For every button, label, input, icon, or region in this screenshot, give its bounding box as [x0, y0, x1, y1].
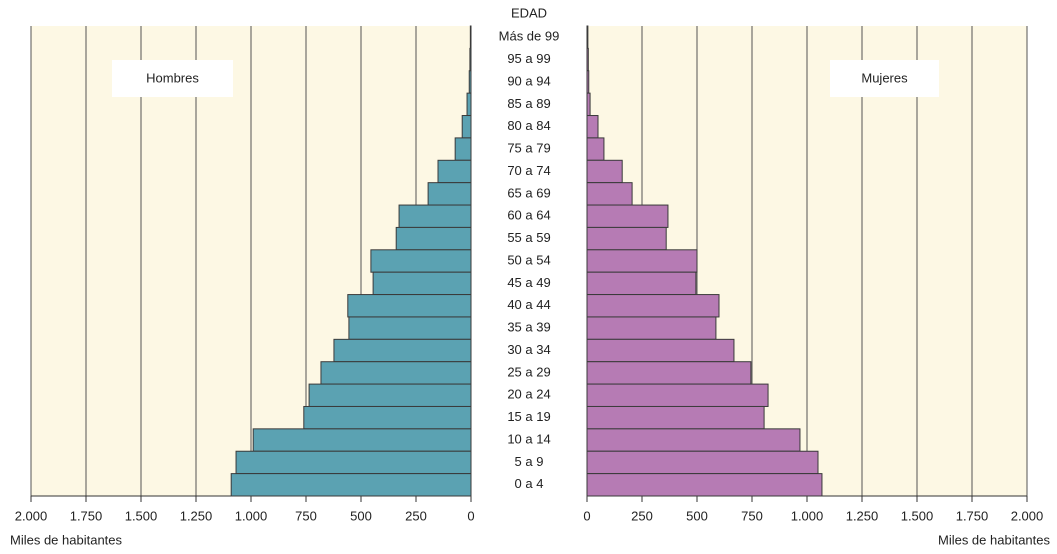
y-tick-label: 40 a 44	[507, 297, 550, 312]
bar	[586, 25, 589, 49]
y-tick-label: 0 a 4	[515, 476, 544, 491]
y-tick-label: 80 a 84	[507, 118, 550, 133]
y-tick-label: 30 a 34	[507, 342, 550, 357]
bar	[586, 316, 717, 340]
y-tick-label: 20 a 24	[507, 387, 550, 402]
x-tick-label: 1.500	[901, 508, 934, 523]
y-tick-label: 25 a 29	[507, 364, 550, 379]
y-tick-label: 90 a 94	[507, 73, 550, 88]
y-tick-label: Más de 99	[499, 29, 560, 44]
bar	[586, 115, 599, 139]
bar	[469, 25, 472, 49]
bar	[586, 47, 589, 72]
bar	[235, 450, 472, 475]
bar	[586, 450, 819, 475]
bar	[586, 294, 720, 318]
x-tick-label: 250	[405, 508, 427, 523]
y-tick-label: 65 a 69	[507, 185, 550, 200]
x-tick-label: 500	[686, 508, 708, 523]
x-tick-label: 250	[631, 508, 653, 523]
bar	[320, 361, 472, 385]
x-tick-label: 1.000	[791, 508, 824, 523]
y-tick-label: 5 a 9	[515, 454, 544, 469]
y-tick-label: 15 a 19	[507, 409, 550, 424]
x-tick-label: 1.000	[235, 508, 268, 523]
bar	[586, 137, 605, 161]
x-tick-label: 1.250	[846, 508, 879, 523]
bar	[437, 159, 472, 184]
y-tick-label: 95 a 99	[507, 51, 550, 66]
bar	[586, 226, 667, 251]
bar	[427, 182, 472, 206]
bar	[586, 428, 801, 452]
bar	[586, 338, 735, 363]
bar	[586, 204, 669, 228]
bar	[461, 115, 472, 139]
bar	[586, 92, 591, 117]
legend-label: Mujeres	[861, 70, 908, 85]
bar	[586, 271, 697, 296]
legend-box	[112, 60, 233, 97]
bar	[454, 137, 472, 161]
bar	[230, 473, 472, 497]
x-tick-label: 1.750	[956, 508, 989, 523]
y-tick-label: 85 a 89	[507, 96, 550, 111]
bar	[395, 226, 472, 251]
bar	[347, 294, 472, 318]
bar	[466, 92, 472, 117]
x-tick-label: 750	[741, 508, 763, 523]
bar	[586, 159, 623, 184]
bar	[370, 249, 472, 273]
bar	[398, 204, 472, 228]
bar	[586, 383, 769, 407]
bar	[303, 405, 472, 430]
bar	[586, 405, 765, 430]
bar	[348, 316, 472, 340]
bar	[372, 271, 472, 296]
bar	[586, 182, 633, 206]
x-axis-title: Miles de habitantes	[938, 532, 1051, 547]
bar	[468, 70, 472, 94]
y-tick-label: 35 a 39	[507, 320, 550, 335]
bar	[586, 70, 590, 94]
x-tick-label: 750	[295, 508, 317, 523]
bar	[586, 361, 752, 385]
legend-label: Hombres	[146, 70, 199, 85]
bar	[333, 338, 472, 363]
bar	[308, 383, 472, 407]
y-tick-label: 75 a 79	[507, 141, 550, 156]
x-tick-label: 1.500	[125, 508, 158, 523]
x-tick-label: 1.750	[70, 508, 103, 523]
x-tick-label: 2.000	[15, 508, 48, 523]
y-tick-label: 10 a 14	[507, 431, 550, 446]
x-tick-label: 2.000	[1011, 508, 1044, 523]
x-tick-label: 1.250	[180, 508, 213, 523]
bar	[586, 473, 823, 497]
y-tick-label: 50 a 54	[507, 252, 550, 267]
x-tick-label: 0	[467, 508, 474, 523]
y-tick-label: 60 a 64	[507, 208, 550, 223]
y-tick-label: 70 a 74	[507, 163, 550, 178]
x-axis-title: Miles de habitantes	[10, 532, 123, 547]
y-tick-label: 45 a 49	[507, 275, 550, 290]
x-tick-label: 0	[583, 508, 590, 523]
bar	[469, 47, 472, 72]
y-axis-title: EDAD	[511, 5, 547, 20]
y-tick-label: 55 a 59	[507, 230, 550, 245]
x-tick-label: 500	[350, 508, 372, 523]
bar	[252, 428, 472, 452]
bar	[586, 249, 698, 273]
legend-box	[830, 60, 939, 97]
